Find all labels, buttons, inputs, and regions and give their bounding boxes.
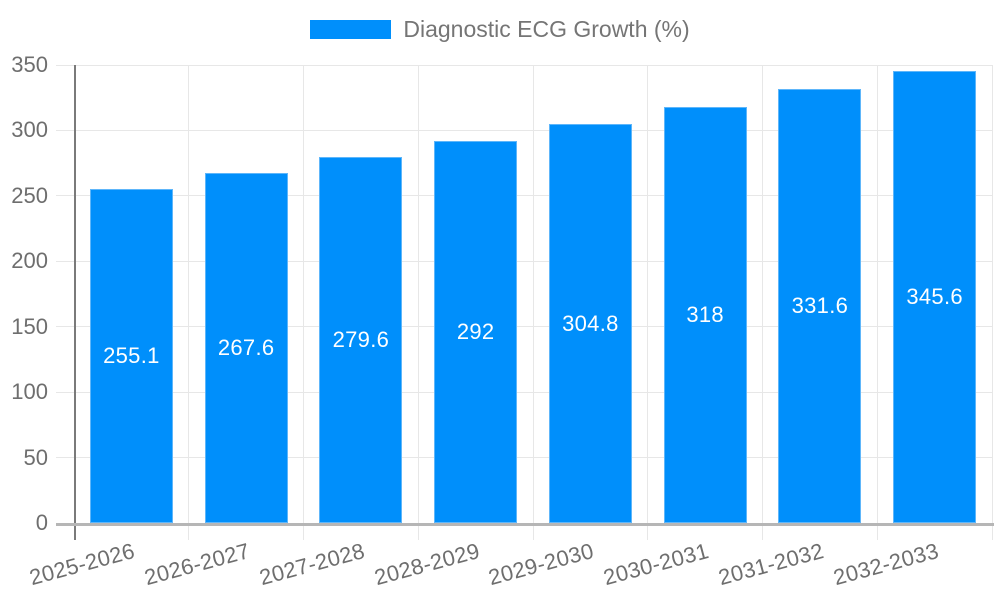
x-gridline	[762, 65, 763, 540]
x-axis-category-label: 2028-2029	[371, 538, 483, 591]
bar[interactable]: 255.1	[89, 189, 173, 523]
y-axis-tick-label: 100	[11, 379, 48, 405]
bar[interactable]: 318	[663, 106, 747, 523]
y-axis-tick-label: 300	[11, 117, 48, 143]
y-gridline	[56, 195, 992, 197]
y-axis-tick-label: 50	[23, 444, 48, 470]
x-gridline	[417, 65, 419, 540]
x-axis-category-label: 2025-2026	[27, 538, 138, 591]
y-gridline	[56, 326, 992, 328]
x-axis-category-label: 2027-2028	[256, 538, 368, 591]
bar[interactable]: 304.8	[548, 124, 632, 523]
bar-value-label: 255.1	[103, 343, 160, 369]
x-gridline	[991, 65, 993, 540]
y-gridline	[56, 391, 992, 393]
bar-value-label: 304.8	[562, 310, 619, 336]
x-gridline	[303, 65, 304, 540]
x-axis-category-label: 2026-2027	[141, 538, 253, 591]
bar[interactable]: 267.6	[204, 172, 288, 523]
y-axis-tick-label: 200	[11, 248, 48, 274]
bar-value-label: 345.6	[906, 283, 963, 309]
x-axis-category-label: 2032-2033	[830, 538, 942, 591]
x-axis-category-label: 2029-2030	[486, 538, 597, 591]
legend: Diagnostic ECG Growth (%)	[0, 18, 1000, 41]
legend-item[interactable]: Diagnostic ECG Growth (%)	[310, 16, 690, 42]
y-axis-tick-label: 350	[11, 52, 48, 77]
bar[interactable]: 279.6	[319, 157, 403, 523]
legend-marker-swatch	[310, 20, 392, 39]
x-gridline	[647, 65, 649, 540]
x-axis-category-label: 2030-2031	[600, 538, 712, 591]
bar-value-label: 331.6	[791, 293, 849, 319]
y-gridline	[56, 129, 992, 131]
bar[interactable]: 331.6	[778, 89, 862, 523]
y-gridline	[56, 457, 992, 459]
y-gridline	[56, 64, 992, 66]
legend-label: Diagnostic ECG Growth (%)	[403, 16, 690, 42]
x-gridline	[532, 65, 534, 540]
y-gridline	[56, 260, 992, 262]
bar-value-label: 318	[686, 301, 724, 327]
bar-value-label: 279.6	[332, 327, 390, 353]
x-axis-category-label: 2031-2032	[715, 538, 827, 591]
bar[interactable]: 292	[434, 140, 518, 523]
bar[interactable]: 345.6	[893, 70, 977, 523]
y-axis-tick-label: 0	[35, 510, 48, 535]
x-axis-line	[56, 523, 994, 526]
bar-value-label: 267.6	[217, 334, 275, 360]
x-gridline	[876, 65, 878, 540]
bar-value-label: 292	[456, 318, 495, 344]
x-gridline	[188, 65, 190, 540]
y-axis-tick-label: 250	[11, 182, 48, 208]
y-axis-tick-label: 150	[11, 313, 48, 339]
y-axis-line	[74, 65, 76, 540]
